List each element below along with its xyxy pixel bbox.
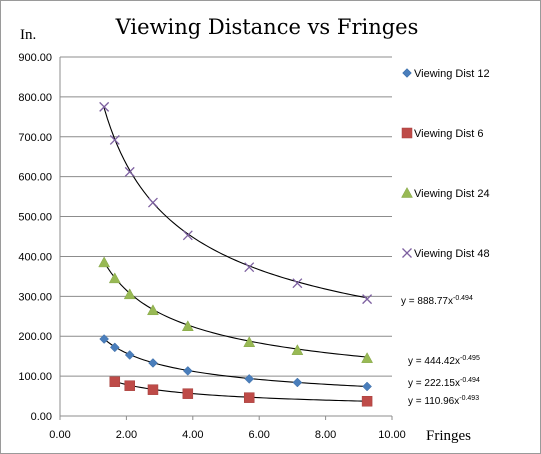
- point-viewing-dist-12: [109, 342, 120, 353]
- y-tick-label: 600.00: [18, 172, 52, 184]
- y-tick-label: 900.00: [18, 52, 52, 64]
- point-viewing-dist-48: [182, 230, 193, 241]
- point-viewing-dist-48: [362, 294, 373, 305]
- point-viewing-dist-48: [244, 262, 255, 273]
- point-viewing-dist-6: [361, 395, 373, 407]
- x-tick-label: 0.00: [49, 429, 70, 441]
- point-viewing-dist-12: [148, 358, 158, 368]
- equation-viewing-dist-12: y = 222.15x-0.494: [408, 377, 480, 389]
- equation-viewing-dist-6: y = 110.96x-0.493: [408, 395, 479, 407]
- x-marker-stroke: [292, 278, 303, 289]
- y-tick-label: 200.00: [18, 331, 52, 343]
- point-viewing-dist-24: [291, 344, 304, 355]
- legend-marker-viewing-dist-6: [401, 127, 413, 139]
- legend: Viewing Dist 12 Viewing Dist 6 Viewing Dis…: [401, 68, 490, 260]
- point-viewing-dist-6: [109, 376, 121, 387]
- axes: [59, 57, 393, 420]
- y-axis-label: In.: [20, 27, 36, 43]
- point-viewing-dist-24: [108, 272, 121, 284]
- point-viewing-dist-24: [181, 320, 194, 331]
- point-viewing-dist-12: [244, 374, 255, 384]
- point-viewing-dist-12: [99, 334, 110, 344]
- legend-marker-viewing-dist-48: [402, 248, 412, 258]
- x-tick-label: 10.00: [378, 429, 406, 441]
- equation-viewing-dist-24: y = 444.42x-0.495: [408, 355, 480, 367]
- point-viewing-dist-24: [361, 352, 374, 363]
- point-viewing-dist-48: [148, 197, 158, 208]
- point-viewing-dist-12: [182, 366, 193, 376]
- x-marker-stroke: [402, 248, 412, 258]
- trendlines: [103, 107, 368, 402]
- x-marker-stroke: [244, 262, 255, 273]
- point-viewing-dist-48: [292, 278, 303, 289]
- y-tick-label: 300.00: [18, 291, 52, 303]
- y-tick-labels: 0.00 100.00 200.00 300.00 400.00 500.00 600.00…: [18, 52, 52, 423]
- x-marker-stroke: [362, 294, 373, 305]
- equation-viewing-dist-48: y = 888.77x-0.494: [401, 295, 473, 307]
- legend-label-viewing-dist-24: Viewing Dist 24: [414, 188, 490, 200]
- x-tick-label: 6.00: [248, 429, 269, 441]
- point-viewing-dist-24: [123, 288, 136, 300]
- point-viewing-dist-12: [362, 381, 372, 392]
- x-axis-label: Fringes: [426, 428, 471, 444]
- legend-marker-viewing-dist-24: [401, 186, 413, 198]
- point-viewing-dist-6: [147, 384, 159, 395]
- x-marker-stroke: [109, 135, 120, 145]
- legend-label-viewing-dist-12: Viewing Dist 12: [414, 68, 490, 80]
- data-points: [98, 101, 374, 407]
- trendline-equations: y = 222.15x-0.494 y = 110.96x-0.493 y = 44…: [401, 295, 480, 407]
- legend-marker-viewing-dist-12: [402, 68, 412, 78]
- trendline-viewing-dist-48: [103, 107, 368, 299]
- point-viewing-dist-6: [124, 380, 135, 391]
- point-viewing-dist-6: [243, 392, 255, 403]
- trendline-viewing-dist-24: [103, 261, 368, 358]
- trendline-viewing-dist-12: [103, 338, 368, 388]
- point-viewing-dist-24: [147, 304, 159, 316]
- x-tick-label: 4.00: [182, 429, 203, 441]
- chart-title: Viewing Distance vs Fringes: [115, 15, 419, 39]
- point-viewing-dist-48: [99, 101, 110, 112]
- y-tick-label: 700.00: [18, 132, 52, 144]
- point-viewing-dist-48: [124, 166, 135, 177]
- y-tick-label: 400.00: [18, 251, 52, 263]
- point-viewing-dist-12: [292, 377, 303, 388]
- x-marker-stroke: [182, 230, 193, 241]
- gridlines: [60, 56, 392, 377]
- point-viewing-dist-48: [109, 135, 120, 145]
- x-tick-label: 8.00: [315, 429, 336, 441]
- y-tick-label: 0.00: [31, 411, 52, 423]
- y-tick-label: 500.00: [18, 212, 52, 224]
- x-marker-stroke: [99, 101, 110, 112]
- point-viewing-dist-24: [98, 256, 111, 268]
- legend-label-viewing-dist-6: Viewing Dist 6: [414, 128, 484, 140]
- x-marker-stroke: [124, 166, 135, 177]
- point-viewing-dist-24: [243, 336, 256, 347]
- x-tick-label: 2.00: [116, 429, 137, 441]
- x-tick-labels: 0.00 2.00 4.00 6.00 8.00 10.00: [49, 429, 405, 441]
- legend-label-viewing-dist-48: Viewing Dist 48: [414, 248, 490, 260]
- point-viewing-dist-6: [182, 388, 194, 399]
- y-tick-label: 800.00: [18, 92, 52, 104]
- y-tick-label: 100.00: [18, 371, 52, 383]
- point-viewing-dist-12: [124, 350, 135, 360]
- x-marker-stroke: [148, 197, 158, 208]
